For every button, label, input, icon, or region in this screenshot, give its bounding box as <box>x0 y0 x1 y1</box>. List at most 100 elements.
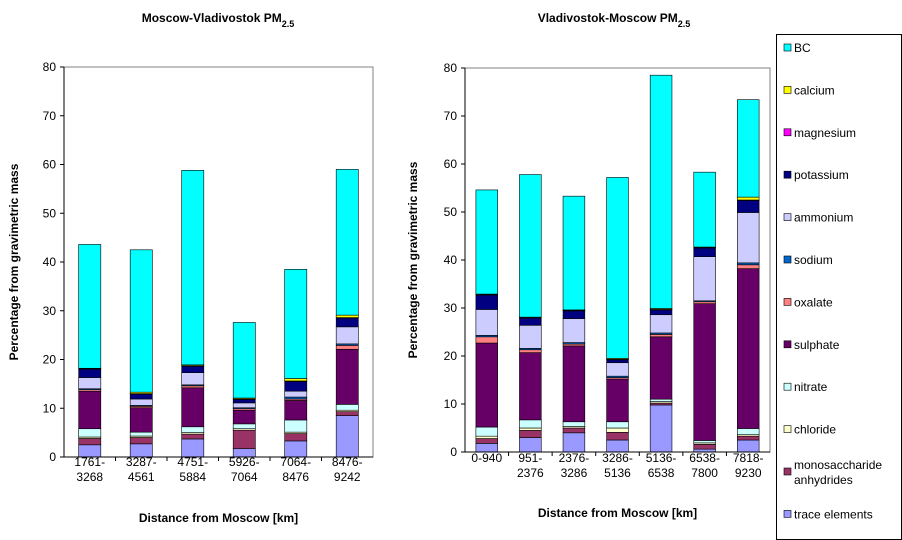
x-tick-label: 4751-5884 <box>177 455 208 484</box>
bar-segment <box>129 393 153 400</box>
bar-segment <box>284 400 308 421</box>
bar-segment <box>649 398 673 402</box>
bar-segment <box>693 256 716 302</box>
bar-segment <box>475 438 498 444</box>
bar-segment <box>519 349 542 353</box>
bar-segment <box>562 318 586 343</box>
bar-segment <box>78 244 102 369</box>
bar-segment <box>737 99 760 198</box>
x-tick-label: 6538-7800 <box>689 451 720 480</box>
bar-segment <box>181 170 205 366</box>
bar-segment <box>693 247 716 257</box>
bar-segment <box>737 428 760 436</box>
bar-segment <box>649 314 673 334</box>
bar-segment <box>475 435 498 439</box>
bar-segment <box>562 310 586 319</box>
bar-segment <box>232 429 256 450</box>
legend-swatch <box>783 298 792 306</box>
bar-segment <box>181 387 205 428</box>
bar-segment <box>519 427 542 431</box>
title-main: Vladivostok-Moscow PM <box>538 11 678 25</box>
bar-segment <box>562 195 586 311</box>
x-tick-label: 1761-3268 <box>74 455 105 484</box>
title-main: Moscow-Vladivostok PM <box>142 11 282 25</box>
legend-box <box>776 34 902 540</box>
bar-segment <box>181 372 205 386</box>
bar-segment <box>475 426 498 437</box>
bar-segment <box>737 268 760 429</box>
bar-segment <box>606 421 629 429</box>
bar-segment <box>649 74 673 309</box>
y-tick-label: 0 <box>450 445 457 459</box>
y-tick-label: 60 <box>444 157 458 171</box>
legend-swatch <box>783 510 792 518</box>
y-tick-label: 40 <box>43 255 57 269</box>
bar-segment <box>335 415 359 458</box>
bar-segment <box>606 432 629 441</box>
bar-segment <box>232 322 256 399</box>
bar-segment <box>649 334 673 338</box>
title-subscript: 2.5 <box>678 19 691 29</box>
bar-segment <box>562 345 586 423</box>
bar-segment <box>737 196 760 201</box>
bar-segment <box>737 435 760 441</box>
x-tick-label: 7064-8476 <box>280 455 311 484</box>
y-axis-title: Percentage from gravimetric mass <box>406 161 420 358</box>
bar-segment <box>284 433 308 442</box>
legend-label: potassium <box>794 168 849 182</box>
bar-segment <box>649 404 673 453</box>
bar-segment <box>693 171 716 248</box>
legend-label: nitrate <box>794 380 828 394</box>
bar-segment <box>232 423 256 430</box>
y-tick-label: 0 <box>49 450 56 464</box>
bar-segment <box>562 427 586 434</box>
bar-segment <box>475 309 498 336</box>
bar-segment <box>519 324 542 349</box>
y-tick-label: 80 <box>43 60 57 74</box>
bar-segment <box>693 303 716 441</box>
bar-segment <box>475 342 498 428</box>
legend-label: chloride <box>794 423 836 437</box>
bar-segment <box>335 404 359 411</box>
bar-segment <box>129 437 153 445</box>
x-tick-label: 8476-9242 <box>332 455 363 484</box>
bar-segment <box>129 249 153 393</box>
bar-segment <box>606 378 629 423</box>
y-tick-label: 20 <box>43 353 57 367</box>
bar-segment <box>284 390 308 398</box>
bar-segment <box>78 368 102 378</box>
y-tick-label: 10 <box>43 401 57 415</box>
bar-segment <box>519 317 542 326</box>
bar-segment <box>78 428 102 438</box>
bar-segment <box>78 438 102 446</box>
bar-segment <box>284 269 308 379</box>
y-tick-label: 80 <box>444 61 458 75</box>
bar-segment <box>606 362 629 377</box>
legend-swatch <box>783 340 792 349</box>
bar-segment <box>475 189 498 295</box>
y-tick-label: 50 <box>43 206 57 220</box>
bar-segment <box>181 433 205 440</box>
legend-swatch <box>783 255 792 264</box>
x-tick-label: 0-940 <box>471 451 502 465</box>
bar-segment <box>693 444 716 450</box>
y-tick-label: 70 <box>43 109 57 123</box>
bar-segment <box>181 426 205 433</box>
legend-swatch <box>783 425 792 433</box>
bar-segment <box>335 345 359 350</box>
x-tick-label: 3287-4561 <box>126 455 157 484</box>
x-tick-label: 5926-7064 <box>229 455 260 484</box>
bar-segment <box>284 381 308 392</box>
bar-segment <box>232 399 256 404</box>
legend-swatch <box>783 213 792 221</box>
bar-segment <box>519 437 542 453</box>
bar-segment <box>284 419 308 433</box>
x-tick-label: 2376-3286 <box>559 451 590 480</box>
legend-swatch <box>783 86 792 94</box>
bar-segment <box>737 264 760 269</box>
bar-segment <box>232 409 256 425</box>
bar-segment <box>519 419 542 429</box>
legend-swatch <box>783 467 792 476</box>
bar-segment <box>335 169 359 316</box>
legend-label: oxalate <box>794 295 833 309</box>
